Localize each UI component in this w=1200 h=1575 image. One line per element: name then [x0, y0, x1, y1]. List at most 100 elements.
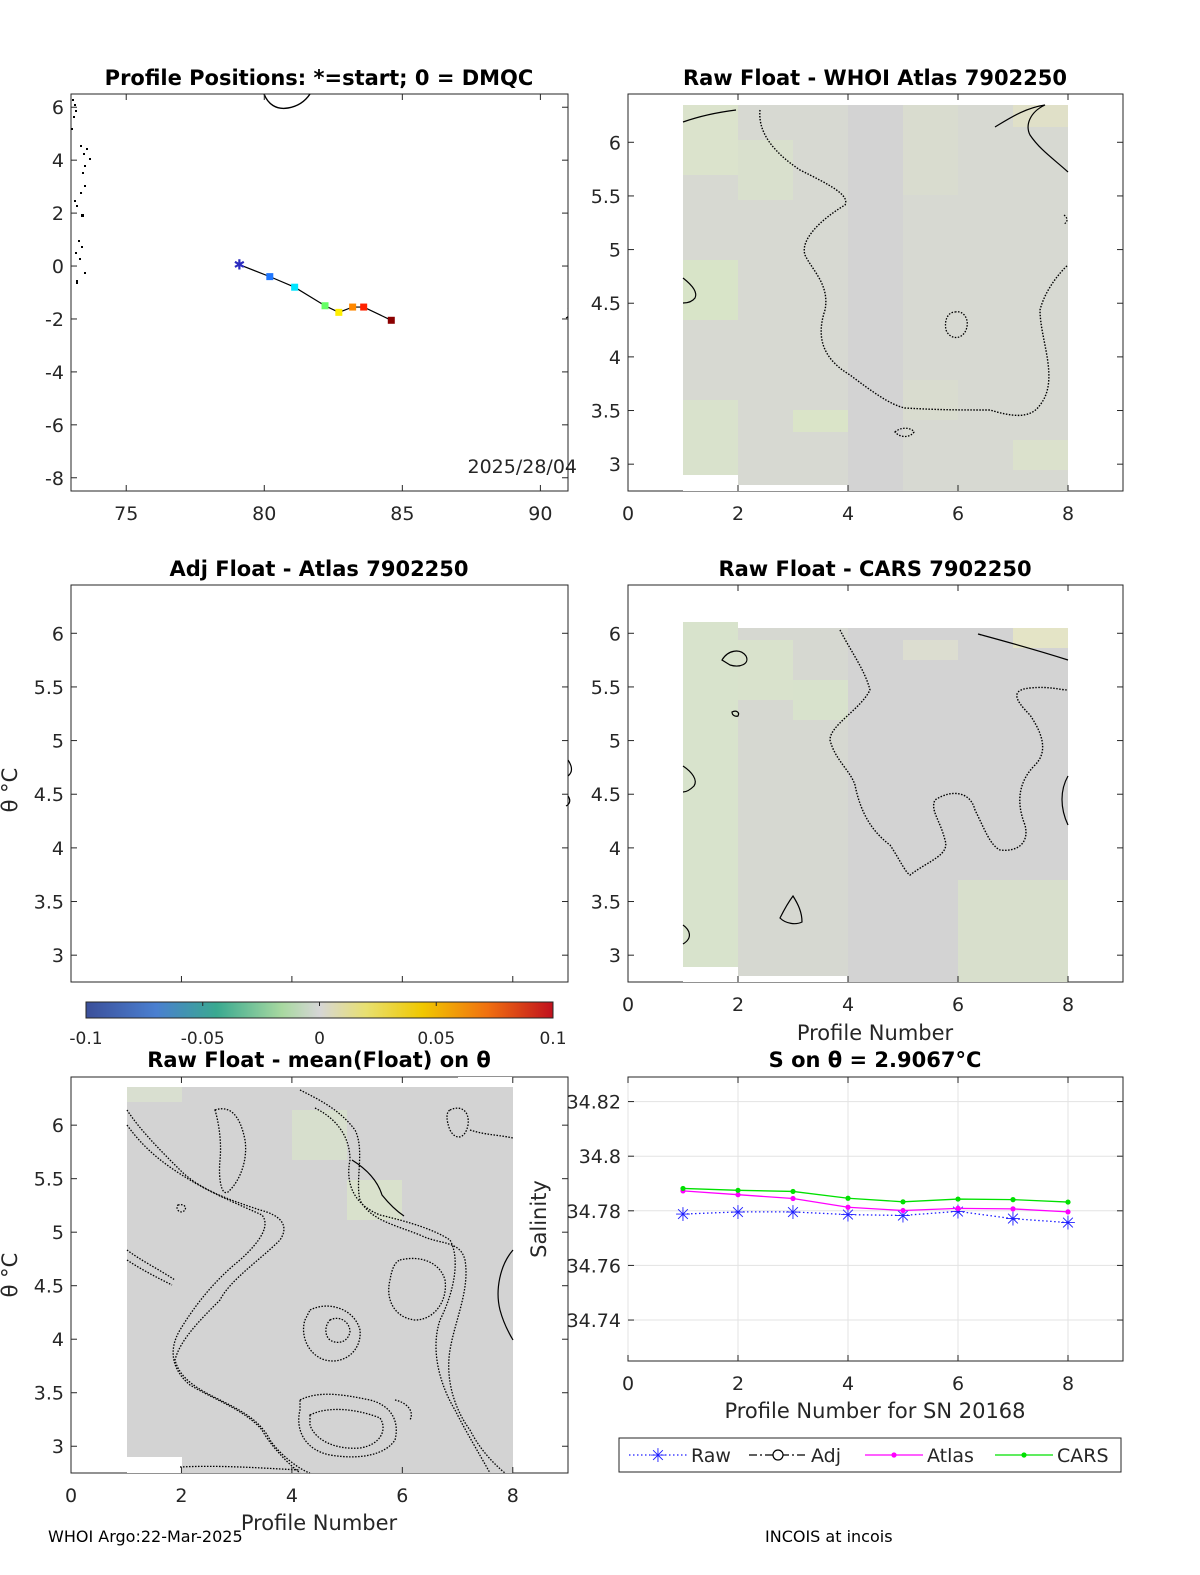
series-point-atlas — [900, 1207, 906, 1214]
positions-date-annotation: 2025/28/04 — [467, 456, 577, 478]
y-tick-label: 4.5 — [34, 784, 64, 806]
salinity-xlabel: Profile Number for SN 20168 — [724, 1399, 1025, 1423]
positions-axes — [70, 93, 569, 492]
series-point-cars — [955, 1196, 961, 1202]
legend-label-raw: Raw — [691, 1445, 731, 1467]
track-point — [266, 273, 274, 281]
x-tick-label: 75 — [114, 503, 138, 525]
series-point-atlas — [1065, 1209, 1071, 1215]
series-point-cars — [900, 1199, 906, 1205]
y-tick-label: 34.8 — [579, 1146, 621, 1168]
y-tick-label: 2 — [52, 203, 64, 225]
y-tick-label: 5.5 — [34, 677, 64, 699]
series-point-raw: ✳ — [785, 1202, 801, 1224]
x-tick-label: 4 — [286, 1485, 298, 1507]
raw-whoi-heatmap — [683, 105, 1068, 491]
series-point-atlas — [1010, 1206, 1016, 1212]
x-tick-label: 8 — [1062, 503, 1074, 525]
x-tick-label: 8 — [1062, 1373, 1074, 1395]
legend-marker-cars — [1021, 1452, 1027, 1458]
legend-marker-raw: ✳ — [650, 1445, 666, 1467]
series-point-cars — [845, 1195, 851, 1201]
y-tick-label: 5 — [52, 731, 64, 753]
series-point-raw: ✳ — [675, 1204, 691, 1226]
series-point-atlas — [735, 1192, 741, 1198]
x-tick-label: 6 — [952, 994, 964, 1016]
y-tick-label: -2 — [45, 309, 64, 331]
y-tick-label: 4.5 — [591, 784, 621, 806]
y-tick-label: 3.5 — [591, 401, 621, 423]
y-tick-label: 4.5 — [591, 293, 621, 315]
footer-left: WHOI Argo:22-Mar-2025 — [48, 1527, 243, 1546]
coastline-east — [565, 268, 568, 319]
x-tick-label: 8 — [507, 1485, 519, 1507]
series-point-cars — [680, 1185, 686, 1192]
y-tick-label: 34.76 — [567, 1255, 621, 1277]
series-point-atlas — [955, 1205, 961, 1211]
x-tick-label: 0 — [622, 503, 634, 525]
x-tick-label: 6 — [396, 1485, 408, 1507]
colorbar-tick-label: -0.05 — [181, 1029, 225, 1049]
series-point-raw: ✳ — [730, 1202, 746, 1224]
raw-mean-ticks: 0 2 4 6 8 6 5.5 5 4.5 4 3.5 3 — [34, 1077, 568, 1507]
y-tick-label: 34.74 — [567, 1310, 621, 1332]
raw-mean-heatmap — [127, 1077, 513, 1473]
x-tick-label: 4 — [842, 503, 854, 525]
x-tick-label: 2 — [732, 503, 744, 525]
y-tick-label: 34.82 — [567, 1092, 621, 1114]
coastline-group — [71, 94, 568, 319]
raw-cars-heatmap — [683, 622, 1068, 982]
colorbar: -0.1 -0.05 0 0.05 0.1 — [69, 1001, 567, 1049]
y-tick-label: 3.5 — [591, 892, 621, 914]
salinity-series: ✳ ✳ ✳ ✳ ✳ ✳ ✳ ✳ — [675, 1185, 1076, 1235]
track-point — [321, 302, 329, 310]
legend-label-cars: CARS — [1057, 1445, 1109, 1467]
raw-mean-ylabel: θ °C — [0, 1253, 22, 1298]
y-tick-label: 6 — [609, 132, 621, 154]
series-point-atlas — [845, 1204, 851, 1210]
y-tick-label: 3.5 — [34, 892, 64, 914]
series-point-raw: ✳ — [950, 1201, 966, 1223]
y-tick-label: 6 — [609, 623, 621, 645]
coastline-north — [263, 94, 311, 110]
adj-atlas-panel: Adj Float - Atlas 7902250 65.554.543.53 … — [0, 557, 572, 983]
y-tick-label: -4 — [45, 362, 64, 384]
series-line-atlas — [682, 1190, 1069, 1213]
adj-atlas-stray-contours — [565, 759, 572, 807]
salinity-ticks: 0 2 4 6 8 34.82 34.8 34.78 34.76 34.74 — [567, 1077, 1123, 1395]
series-line-raw — [682, 1210, 1069, 1224]
raw-whoi-panel: Raw Float - WHOI Atlas 7902250 — [591, 66, 1124, 525]
colorbar-ticks: -0.1 -0.05 0 0.05 0.1 — [69, 1002, 567, 1049]
salinity-title: S on θ = 2.9067°C — [769, 1048, 982, 1072]
y-tick-label: 5 — [609, 240, 621, 262]
x-tick-label: 2 — [175, 1485, 187, 1507]
salinity-legend: ✳ Raw Adj Atlas CARS — [618, 1437, 1122, 1473]
colorbar-tick-label: 0.1 — [539, 1029, 566, 1049]
salinity-ylabel: Salinity — [527, 1180, 551, 1258]
adj-atlas-title: Adj Float - Atlas 7902250 — [169, 557, 468, 581]
track-point — [349, 303, 357, 311]
y-tick-label: 5 — [609, 731, 621, 753]
y-tick-label: 4.5 — [34, 1276, 64, 1298]
track-point — [360, 303, 368, 311]
y-tick-label: 3 — [52, 945, 64, 967]
x-tick-label: 6 — [952, 503, 964, 525]
raw-whoi-contours — [682, 104, 1069, 438]
x-tick-label: 0 — [622, 994, 634, 1016]
salinity-axes — [627, 1076, 1124, 1362]
y-tick-label: -6 — [45, 415, 64, 437]
raw-cars-contours — [682, 629, 1069, 945]
series-point-raw: ✳ — [1005, 1209, 1021, 1231]
track-point — [291, 283, 299, 291]
series-point-raw: ✳ — [840, 1205, 856, 1227]
x-tick-label: 6 — [952, 1373, 964, 1395]
y-tick-label: 3 — [52, 1436, 64, 1458]
y-tick-label: 5 — [52, 1222, 64, 1244]
adj-atlas-ylabel: θ °C — [0, 768, 22, 813]
y-tick-label: 3.5 — [34, 1383, 64, 1405]
track-point — [335, 308, 343, 316]
raw-whoi-ticks: 0 2 4 6 8 6 5.5 5 4.5 4 3.5 3 — [591, 94, 1123, 525]
series-line-cars — [682, 1187, 1069, 1203]
y-tick-label: 4 — [609, 838, 621, 860]
raw-cars-title: Raw Float - CARS 7902250 — [718, 557, 1031, 581]
